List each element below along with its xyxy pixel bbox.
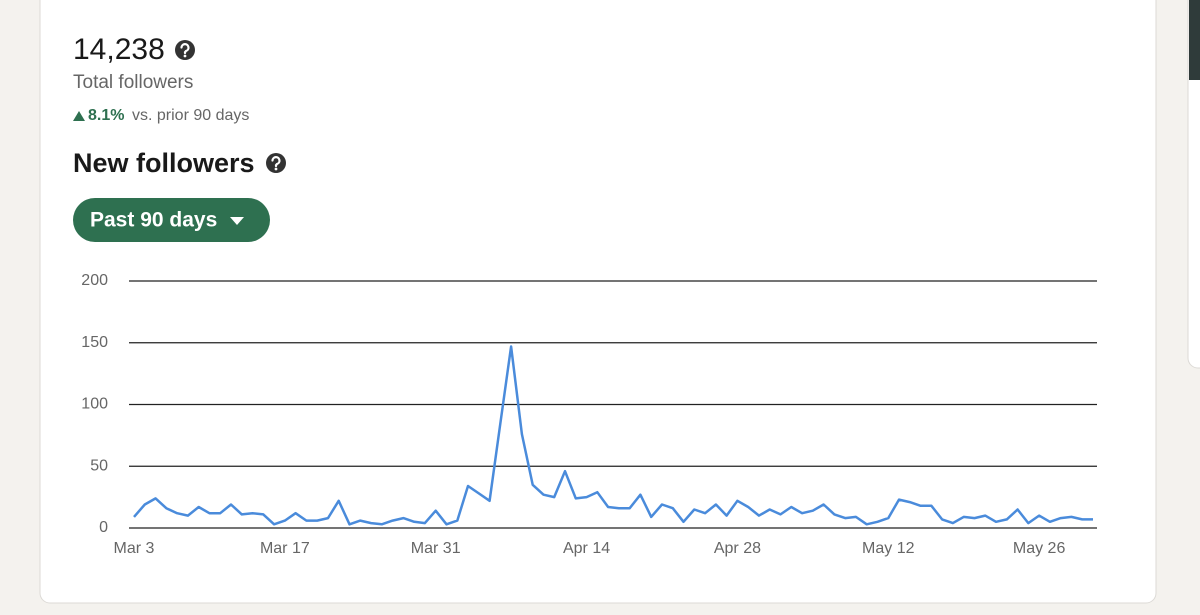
section-title: New followers [73,148,255,178]
total-label: Total followers [73,72,193,93]
x-tick-label: Apr 28 [714,540,761,557]
y-tick-label: 100 [81,396,108,413]
y-tick-label: 150 [81,334,108,351]
total-followers: 14,238 [73,33,165,66]
range-button[interactable]: Past 90 days [73,198,270,242]
x-tick-label: Mar 17 [260,540,310,557]
x-tick-label: May 12 [862,540,915,557]
y-tick-label: 200 [81,272,108,289]
up-arrow [73,111,85,121]
side-image [1189,0,1200,80]
side-card [1187,0,1200,369]
y-tick-label: 0 [99,519,108,536]
x-tick-label: Mar 31 [411,540,461,557]
change-label: vs. prior 90 days [132,107,249,124]
chart: 0 50 100 150 200 Mar 3 Mar 17 Mar 31 Apr 14 Apr 2… [81,272,1097,557]
change-value: 8.1% [88,107,124,124]
button-bg[interactable] [73,198,270,242]
x-tick-label: Apr 14 [563,540,610,557]
x-tick-label: Mar 3 [114,540,155,557]
help-icon[interactable] [175,40,195,60]
help-icon[interactable] [266,153,286,173]
line [133,345,1093,526]
caret[interactable] [230,217,244,225]
button-label[interactable]: Past 90 days [90,209,217,232]
y-tick-label: 50 [90,457,108,474]
card [39,0,1157,604]
x-tick-label: May 26 [1013,540,1066,557]
